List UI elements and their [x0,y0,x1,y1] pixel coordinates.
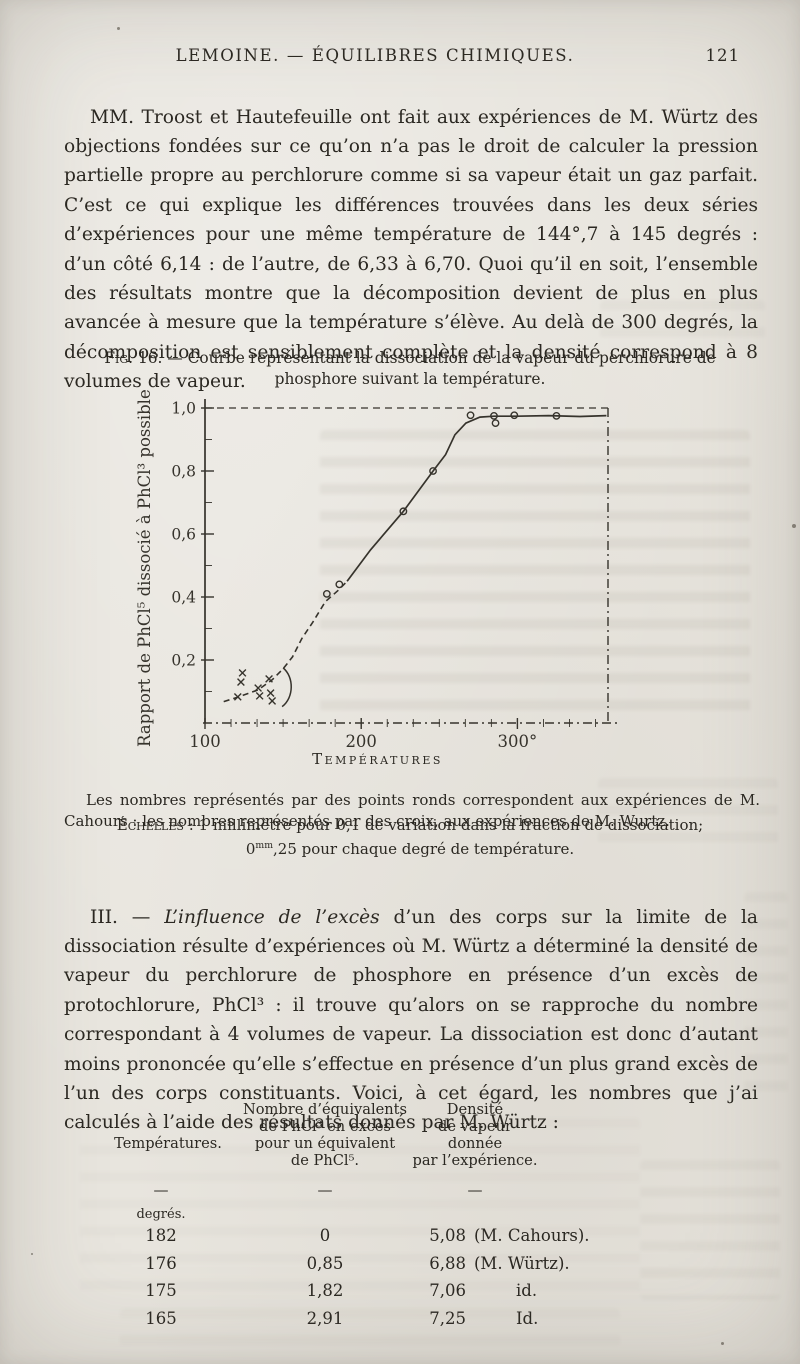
figure-scales-note: Échelles : 1 millimètre pour 0,1 de vari… [60,816,760,859]
density-source: (M. Cahours). [474,1226,590,1245]
scan-speck [117,27,120,30]
scan-speck [792,524,796,528]
unit-note-degres: degrés. [136,1207,186,1222]
bleedthrough-texture [640,1160,780,1300]
col-header-temperatures: Températures. [114,1135,222,1152]
table-header-rule-row: — — — [153,1181,483,1199]
figure-caption-label: Fig. 16. [104,349,163,367]
density-value: 7,25 [429,1308,466,1328]
col-header-equivalents: Nombre d’équivalents de PhCl³ en excès p… [242,1101,408,1169]
x-axis-title: Températures [312,750,443,768]
bleedthrough-texture [600,300,765,342]
figure-caption-text: — Courbe représentant la dissociation de… [162,349,716,388]
results-table: Températures. Nombre d’équivalents de Ph… [60,1101,750,1332]
table-row: 182 0 5,08 (M. Cahours). [60,1222,750,1250]
svg-text:0,4: 0,4 [171,589,196,607]
section-numeral: III. — [90,906,165,928]
table-header-row: Températures. Nombre d’équivalents de Ph… [60,1101,750,1169]
bleedthrough-texture [320,430,750,718]
table-unit-row: degrés. [60,1199,750,1222]
bleedthrough-texture [744,892,788,1100]
svg-text:0,2: 0,2 [171,652,196,670]
density-value: 5,08 [429,1226,466,1245]
table-row: 176 0,85 6,88 (M. Würtz). [60,1250,750,1278]
table-row: 165 2,91 7,25 Id. [60,1305,750,1333]
bleedthrough-texture [80,1118,640,1298]
figure-caption: Fig. 16. — Courbe représentant la dissoc… [70,348,750,390]
scales-line-2: 0mm,25 pour chaque degré de température. [245,839,575,858]
figure-16-chart-area: 100 200 300° 0,2 0,4 0,6 0,8 1,0 Rapport de PhCl… [0,384,680,760]
svg-text:200: 200 [345,732,377,751]
scan-speck [721,1342,724,1345]
paragraph-section-3: III. — L’influence de l’excès d’un des c… [64,903,758,1138]
svg-text:300°: 300° [498,732,538,751]
density-source: id. [516,1281,538,1300]
density-value: 6,88 [429,1253,466,1273]
millimetre-superscript: mm [255,839,274,851]
bleedthrough-texture [598,778,778,852]
section-italic-lead: L’influence de l’excès [164,906,380,928]
table-row: 175 1,82 7,06 id. [60,1277,750,1305]
bleedthrough-texture [120,1308,620,1348]
col-header-density: Densité de vapeur donnée par l’expérienc… [412,1101,538,1169]
svg-text:1,0: 1,0 [171,400,196,418]
paragraph-troost-objections: MM. Troost et Hautefeuille ont fait aux … [64,106,758,393]
section-rest: d’un des corps sur la limite de la disso… [64,906,758,1134]
scan-speck [31,1253,33,1255]
figure-legend-note: Les nombres représentés par des points r… [64,791,760,830]
svg-text:0,6: 0,6 [171,526,196,544]
dissociation-curve-chart: 100 200 300° 0,2 0,4 0,6 0,8 1,0 Rapport de PhCl… [135,384,619,751]
running-head-title: LEMOINE. — ÉQUILIBRES CHIMIQUES. [175,46,575,65]
density-source: (M. Würtz). [474,1253,570,1273]
svg-text:100: 100 [189,732,221,751]
scales-label: Échelles [116,816,184,834]
svg-text:0,8: 0,8 [171,463,196,481]
density-value: 7,06 [429,1281,466,1300]
scales-line-1: Échelles : 1 millimètre pour 0,1 de vari… [116,816,704,834]
density-source: Id. [516,1308,539,1328]
svg-text:Rapport de PhCl⁵ dissocié à Ph: Rapport de PhCl⁵ dissocié à PhCl³ possib… [135,388,154,747]
page-number: 121 [705,46,740,65]
